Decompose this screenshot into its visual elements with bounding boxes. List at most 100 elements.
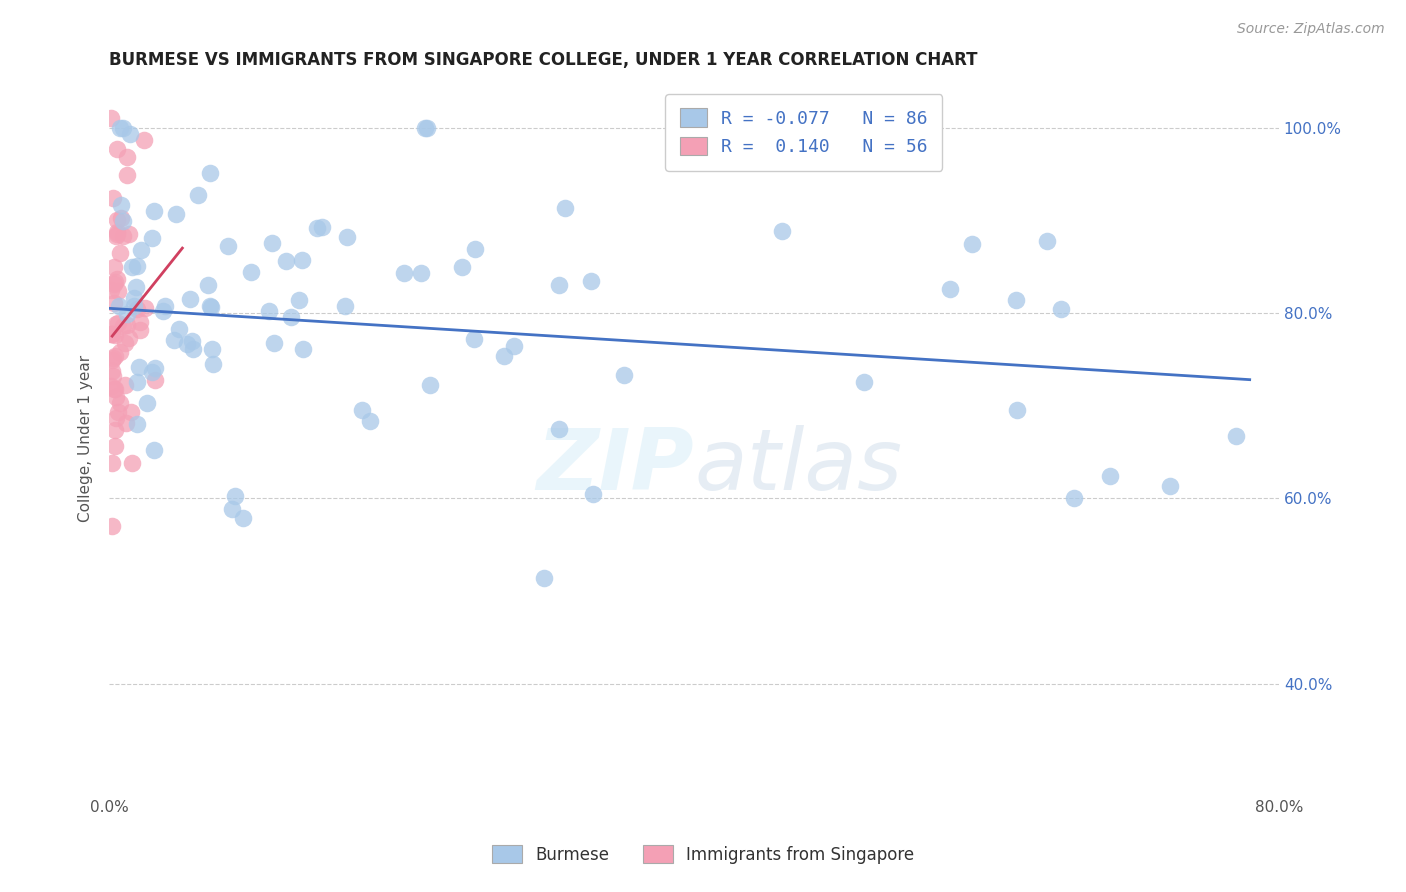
Point	[419, 377, 441, 392]
Point	[103, 382, 125, 396]
Point	[108, 344, 131, 359]
Point	[142, 203, 165, 218]
Point	[104, 275, 127, 289]
Y-axis label: College, Under 1 year: College, Under 1 year	[79, 354, 93, 522]
Point	[197, 277, 219, 292]
Point	[163, 334, 186, 348]
Point	[125, 279, 148, 293]
Point	[938, 282, 960, 296]
Point	[125, 301, 148, 316]
Point	[165, 207, 187, 221]
Point	[464, 242, 486, 256]
Point	[129, 316, 152, 330]
Point	[201, 343, 224, 357]
Point	[142, 443, 165, 458]
Point	[143, 361, 166, 376]
Point	[100, 353, 122, 368]
Point	[221, 502, 243, 516]
Point	[232, 510, 254, 524]
Point	[1063, 491, 1085, 505]
Point	[770, 224, 793, 238]
Point	[105, 227, 128, 242]
Legend: R = -0.077   N = 86, R =  0.140   N = 56: R = -0.077 N = 86, R = 0.140 N = 56	[665, 94, 942, 170]
Point	[101, 351, 124, 366]
Text: BURMESE VS IMMIGRANTS FROM SINGAPORE COLLEGE, UNDER 1 YEAR CORRELATION CHART: BURMESE VS IMMIGRANTS FROM SINGAPORE COL…	[110, 51, 977, 69]
Text: Source: ZipAtlas.com: Source: ZipAtlas.com	[1237, 22, 1385, 37]
Point	[533, 571, 555, 585]
Point	[114, 378, 136, 392]
Point	[108, 396, 131, 410]
Point	[104, 382, 127, 396]
Point	[112, 120, 135, 135]
Point	[548, 277, 571, 292]
Point	[103, 296, 125, 310]
Point	[259, 303, 281, 318]
Point	[288, 293, 311, 307]
Point	[127, 375, 149, 389]
Point	[263, 335, 285, 350]
Point	[548, 422, 571, 436]
Point	[103, 260, 125, 274]
Text: atlas: atlas	[695, 425, 903, 508]
Point	[108, 246, 131, 260]
Point	[110, 211, 132, 225]
Point	[132, 133, 155, 147]
Point	[104, 349, 127, 363]
Point	[115, 150, 138, 164]
Point	[136, 395, 159, 409]
Point	[108, 120, 131, 135]
Point	[274, 253, 297, 268]
Point	[240, 265, 263, 279]
Point	[152, 303, 174, 318]
Point	[291, 252, 314, 267]
Point	[107, 299, 129, 313]
Point	[107, 405, 129, 419]
Point	[128, 360, 150, 375]
Point	[128, 322, 150, 336]
Point	[101, 369, 124, 384]
Point	[217, 239, 239, 253]
Point	[118, 227, 141, 241]
Point	[105, 390, 128, 404]
Point	[1036, 234, 1059, 248]
Point	[103, 277, 125, 292]
Point	[200, 300, 222, 314]
Point	[111, 213, 134, 227]
Point	[115, 318, 138, 332]
Point	[118, 127, 141, 141]
Point	[176, 336, 198, 351]
Point	[409, 266, 432, 280]
Point	[492, 350, 515, 364]
Point	[153, 300, 176, 314]
Point	[100, 327, 122, 342]
Point	[100, 112, 122, 126]
Point	[115, 416, 138, 430]
Point	[180, 334, 202, 348]
Point	[582, 487, 605, 501]
Point	[111, 319, 134, 334]
Point	[127, 417, 149, 432]
Point	[202, 357, 225, 371]
Point	[179, 292, 201, 306]
Point	[262, 235, 284, 250]
Point	[333, 299, 356, 313]
Point	[100, 283, 122, 297]
Point	[121, 260, 143, 274]
Text: ZIP: ZIP	[537, 425, 695, 508]
Point	[1159, 479, 1181, 493]
Point	[463, 332, 485, 346]
Point	[134, 301, 156, 315]
Point	[100, 379, 122, 393]
Point	[117, 331, 139, 345]
Point	[336, 230, 359, 244]
Point	[107, 316, 129, 330]
Point	[554, 201, 576, 215]
Point	[198, 299, 221, 313]
Point	[413, 120, 436, 135]
Point	[111, 228, 134, 243]
Point	[141, 365, 163, 379]
Point	[1005, 403, 1028, 417]
Point	[962, 237, 984, 252]
Point	[224, 489, 246, 503]
Point	[122, 291, 145, 305]
